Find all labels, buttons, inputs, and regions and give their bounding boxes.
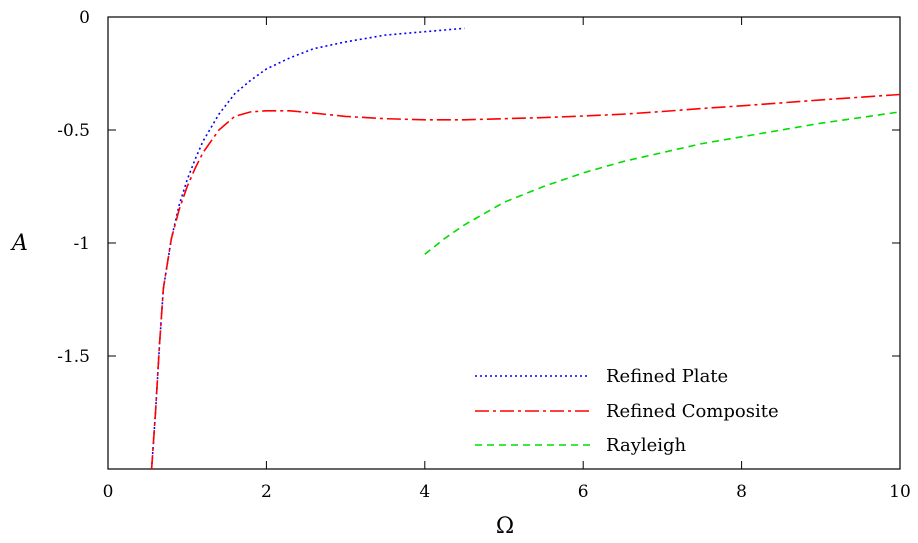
x-axis-label: Ω xyxy=(496,514,514,539)
x-tick-label: 2 xyxy=(261,482,272,502)
legend-label: Refined Plate xyxy=(606,366,728,387)
y-tick-label: -0.5 xyxy=(57,121,90,141)
legend-label: Rayleigh xyxy=(606,435,687,456)
series-line-rayleigh xyxy=(424,111,900,255)
y-tick-label: -1 xyxy=(73,234,90,254)
legend: Refined Plate Refined Composite Rayleigh xyxy=(475,366,779,456)
series-line-refined-composite xyxy=(150,93,900,469)
legend-label: Refined Composite xyxy=(606,401,779,422)
y-tick-label: -1.5 xyxy=(57,347,90,367)
x-tick-label: 6 xyxy=(578,482,589,502)
x-tick-label: 4 xyxy=(419,482,430,502)
x-tick-label: 0 xyxy=(103,482,114,502)
x-tick-label: 10 xyxy=(889,482,911,502)
y-axis-label: A xyxy=(10,231,28,256)
series-layer xyxy=(150,27,900,469)
x-tick-label: 8 xyxy=(736,482,747,502)
axis-ticks: 0 2 4 6 8 10 0 -0.5 -1 -1.5 xyxy=(57,8,911,502)
series-line-refined-plate xyxy=(150,27,465,469)
y-tick-label: 0 xyxy=(79,8,90,28)
plot-frame xyxy=(107,16,901,470)
